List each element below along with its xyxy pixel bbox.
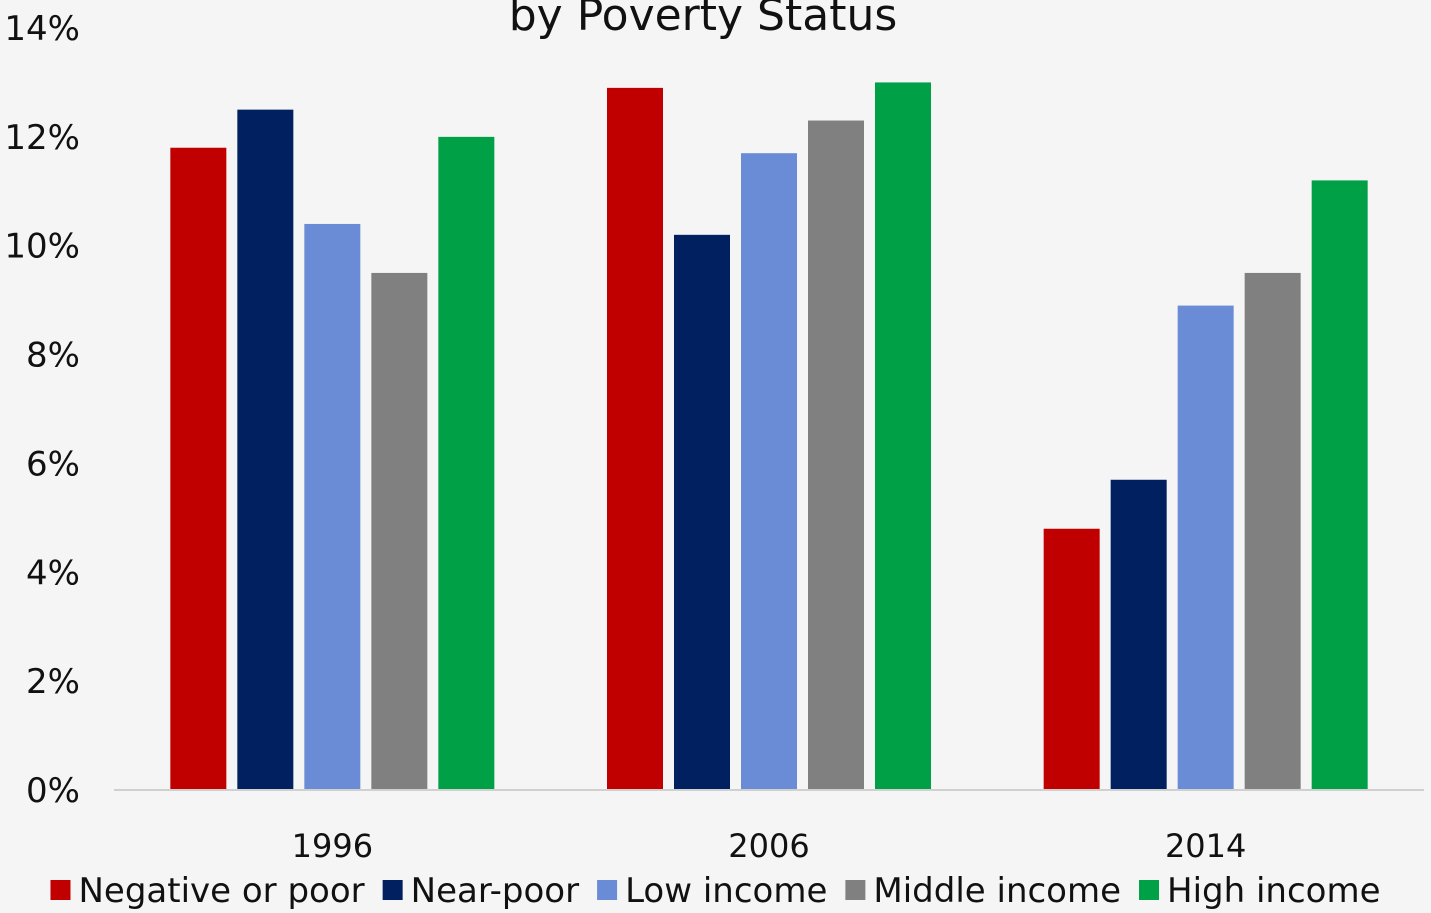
y-tick-label: 8% — [26, 336, 80, 376]
legend-label: Low income — [625, 871, 827, 911]
y-tick-label: 0% — [26, 771, 80, 811]
x-tick-label: 2006 — [728, 827, 809, 865]
y-tick-label: 12% — [4, 118, 80, 158]
bar-high-income-1996 — [438, 136, 495, 790]
legend-swatch — [845, 880, 866, 900]
bar-middle-income-2006 — [808, 120, 864, 791]
y-axis-ticks: 0% 2% 4% 6% 8% 10% 12% 14% — [4, 9, 80, 811]
legend-swatch — [597, 880, 618, 900]
y-tick-label: 2% — [26, 662, 80, 702]
chart-title: by Poverty Status — [509, 0, 898, 41]
legend-swatch — [50, 880, 71, 900]
legend-swatch — [382, 880, 403, 900]
bar-near-poor-2014 — [1110, 479, 1167, 790]
y-tick-label: 10% — [4, 227, 80, 267]
x-axis-labels: 1996 2006 2014 — [292, 827, 1247, 865]
bar-low-income-2014 — [1177, 305, 1234, 790]
bar-low-income-2006 — [741, 153, 797, 790]
bar-negative-or-poor-2014 — [1043, 528, 1100, 790]
legend: Negative or poor Near-poor Low income Middl… — [50, 871, 1381, 911]
y-tick-label: 6% — [26, 444, 80, 484]
bars — [170, 82, 1368, 791]
legend-label: Near-poor — [411, 871, 579, 911]
legend-label: Negative or poor — [78, 871, 364, 911]
x-tick-label: 1996 — [292, 827, 373, 865]
bar-negative-or-poor-1996 — [170, 147, 227, 790]
legend-swatch — [1139, 880, 1160, 900]
y-tick-label: 14% — [4, 9, 80, 49]
bar-high-income-2014 — [1311, 180, 1368, 790]
bar-middle-income-2014 — [1244, 272, 1301, 790]
bar-low-income-1996 — [304, 223, 361, 790]
bar-middle-income-1996 — [371, 272, 428, 790]
bar-negative-or-poor-2006 — [607, 87, 663, 790]
legend-label: High income — [1167, 871, 1380, 911]
x-tick-label: 2014 — [1165, 827, 1246, 865]
bar-high-income-2006 — [875, 82, 931, 790]
legend-label: Middle income — [873, 871, 1121, 911]
bar-near-poor-1996 — [237, 109, 294, 790]
bar-near-poor-2006 — [674, 234, 730, 791]
y-tick-label: 4% — [26, 553, 80, 593]
